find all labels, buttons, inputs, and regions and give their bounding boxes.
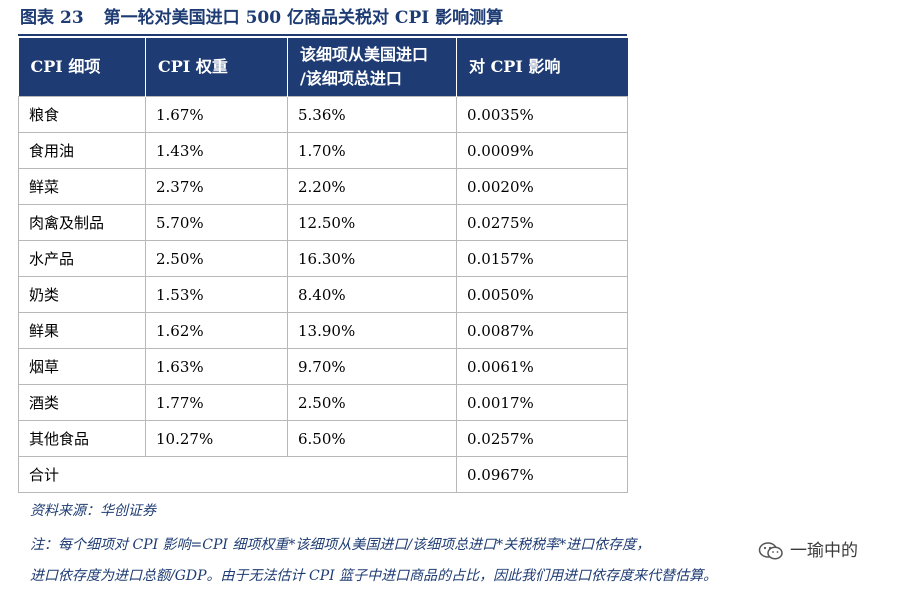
cell-item-name: 鲜果 <box>18 312 146 349</box>
cell-cpi-weight: 1.63% <box>145 348 288 385</box>
figure-title: 图表 23 第一轮对美国进口 500 亿商品关税对 CPI 影响测算 <box>20 6 503 30</box>
cell-us-import-share: 9.70% <box>287 348 457 385</box>
cell-cpi-impact: 0.0275% <box>456 204 628 241</box>
header-us-import-share: 该细项从美国进口 /该细项总进口 <box>287 38 457 97</box>
cell-item-name: 烟草 <box>18 348 146 385</box>
cell-item-name: 食用油 <box>18 132 146 169</box>
cell-total-label: 合计 <box>18 456 457 493</box>
cell-us-import-share: 5.36% <box>287 96 457 133</box>
cell-item-name: 鲜菜 <box>18 168 146 205</box>
table-row: 水产品 2.50% 16.30% 0.0157% <box>18 240 628 277</box>
cell-cpi-weight: 2.50% <box>145 240 288 277</box>
watermark: 一瑜中的 <box>758 538 858 564</box>
cell-cpi-impact: 0.0035% <box>456 96 628 133</box>
cell-item-name: 酒类 <box>18 384 146 421</box>
cell-cpi-impact: 0.0087% <box>456 312 628 349</box>
cell-us-import-share: 16.30% <box>287 240 457 277</box>
cell-total-value: 0.0967% <box>456 456 628 493</box>
cell-cpi-impact: 0.0009% <box>456 132 628 169</box>
cell-cpi-impact: 0.0050% <box>456 276 628 313</box>
cell-cpi-impact: 0.0061% <box>456 348 628 385</box>
footnote-line-2: 进口依存度为进口总额/GDP。由于无法估计 CPI 篮子中进口商品的占比，因此我… <box>30 568 718 584</box>
table-body: 粮食 1.67% 5.36% 0.0035% 食用油 1.43% 1.70% 0.0009% 鲜… <box>18 96 628 493</box>
cell-cpi-weight: 2.37% <box>145 168 288 205</box>
title-rule <box>18 34 627 36</box>
table-row: 鲜果 1.62% 13.90% 0.0087% <box>18 312 628 349</box>
header-cpi-impact: 对 CPI 影响 <box>456 38 628 97</box>
cell-item-name: 粮食 <box>18 96 146 133</box>
header-cpi-weight: CPI 权重 <box>145 38 288 97</box>
table-row: 粮食 1.67% 5.36% 0.0035% <box>18 96 628 133</box>
cell-cpi-impact: 0.0017% <box>456 384 628 421</box>
cell-cpi-weight: 5.70% <box>145 204 288 241</box>
cell-item-name: 奶类 <box>18 276 146 313</box>
table-row: 食用油 1.43% 1.70% 0.0009% <box>18 132 628 169</box>
cell-cpi-weight: 1.67% <box>145 96 288 133</box>
table-total-row: 合计 0.0967% <box>18 456 628 493</box>
cell-us-import-share: 8.40% <box>287 276 457 313</box>
figure-number: 23 <box>60 8 84 28</box>
cell-cpi-weight: 10.27% <box>145 420 288 457</box>
cpi-impact-table: CPI 细项 CPI 权重 该细项从美国进口 /该细项总进口 对 CPI 影响 … <box>18 38 628 493</box>
figure-label: 图表 <box>20 8 54 28</box>
table-row: 酒类 1.77% 2.50% 0.0017% <box>18 384 628 421</box>
cell-cpi-weight: 1.43% <box>145 132 288 169</box>
cell-item-name: 水产品 <box>18 240 146 277</box>
cell-cpi-weight: 1.77% <box>145 384 288 421</box>
cell-us-import-share: 12.50% <box>287 204 457 241</box>
wechat-icon <box>758 541 784 561</box>
cell-cpi-impact: 0.0020% <box>456 168 628 205</box>
figure-title-text: 第一轮对美国进口 500 亿商品关税对 CPI 影响测算 <box>103 8 504 28</box>
table-row: 鲜菜 2.37% 2.20% 0.0020% <box>18 168 628 205</box>
table-row: 肉禽及制品 5.70% 12.50% 0.0275% <box>18 204 628 241</box>
cell-us-import-share: 2.20% <box>287 168 457 205</box>
footnote-line-1: 注：每个细项对 CPI 影响=CPI 细项权重*该细项从美国进口/该细项总进口*… <box>30 537 651 553</box>
cell-cpi-impact: 0.0257% <box>456 420 628 457</box>
cell-cpi-weight: 1.62% <box>145 312 288 349</box>
cell-us-import-share: 6.50% <box>287 420 457 457</box>
watermark-text: 一瑜中的 <box>790 541 858 561</box>
cell-us-import-share: 13.90% <box>287 312 457 349</box>
cell-cpi-impact: 0.0157% <box>456 240 628 277</box>
cell-us-import-share: 1.70% <box>287 132 457 169</box>
cell-item-name: 其他食品 <box>18 420 146 457</box>
table-row: 烟草 1.63% 9.70% 0.0061% <box>18 348 628 385</box>
cell-item-name: 肉禽及制品 <box>18 204 146 241</box>
table-row: 其他食品 10.27% 6.50% 0.0257% <box>18 420 628 457</box>
source-note: 资料来源：华创证券 <box>30 503 156 519</box>
cell-cpi-weight: 1.53% <box>145 276 288 313</box>
table-header-row: CPI 细项 CPI 权重 该细项从美国进口 /该细项总进口 对 CPI 影响 <box>18 38 628 97</box>
header-cpi-item: CPI 细项 <box>18 38 146 97</box>
cell-us-import-share: 2.50% <box>287 384 457 421</box>
table-row: 奶类 1.53% 8.40% 0.0050% <box>18 276 628 313</box>
